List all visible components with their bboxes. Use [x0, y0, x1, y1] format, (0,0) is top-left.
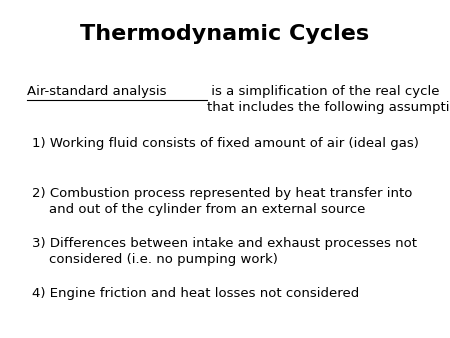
Text: Air-standard analysis: Air-standard analysis: [27, 84, 166, 97]
Text: 1) Working fluid consists of fixed amount of air (ideal gas): 1) Working fluid consists of fixed amoun…: [32, 137, 419, 150]
Text: 4) Engine friction and heat losses not considered: 4) Engine friction and heat losses not c…: [32, 287, 359, 300]
Text: 2) Combustion process represented by heat transfer into
    and out of the cylin: 2) Combustion process represented by hea…: [32, 187, 412, 216]
Text: is a simplification of the real cycle
that includes the following assumptions:: is a simplification of the real cycle th…: [207, 84, 450, 114]
Text: 3) Differences between intake and exhaust processes not
    considered (i.e. no : 3) Differences between intake and exhaus…: [32, 237, 417, 266]
Text: Thermodynamic Cycles: Thermodynamic Cycles: [81, 24, 369, 44]
